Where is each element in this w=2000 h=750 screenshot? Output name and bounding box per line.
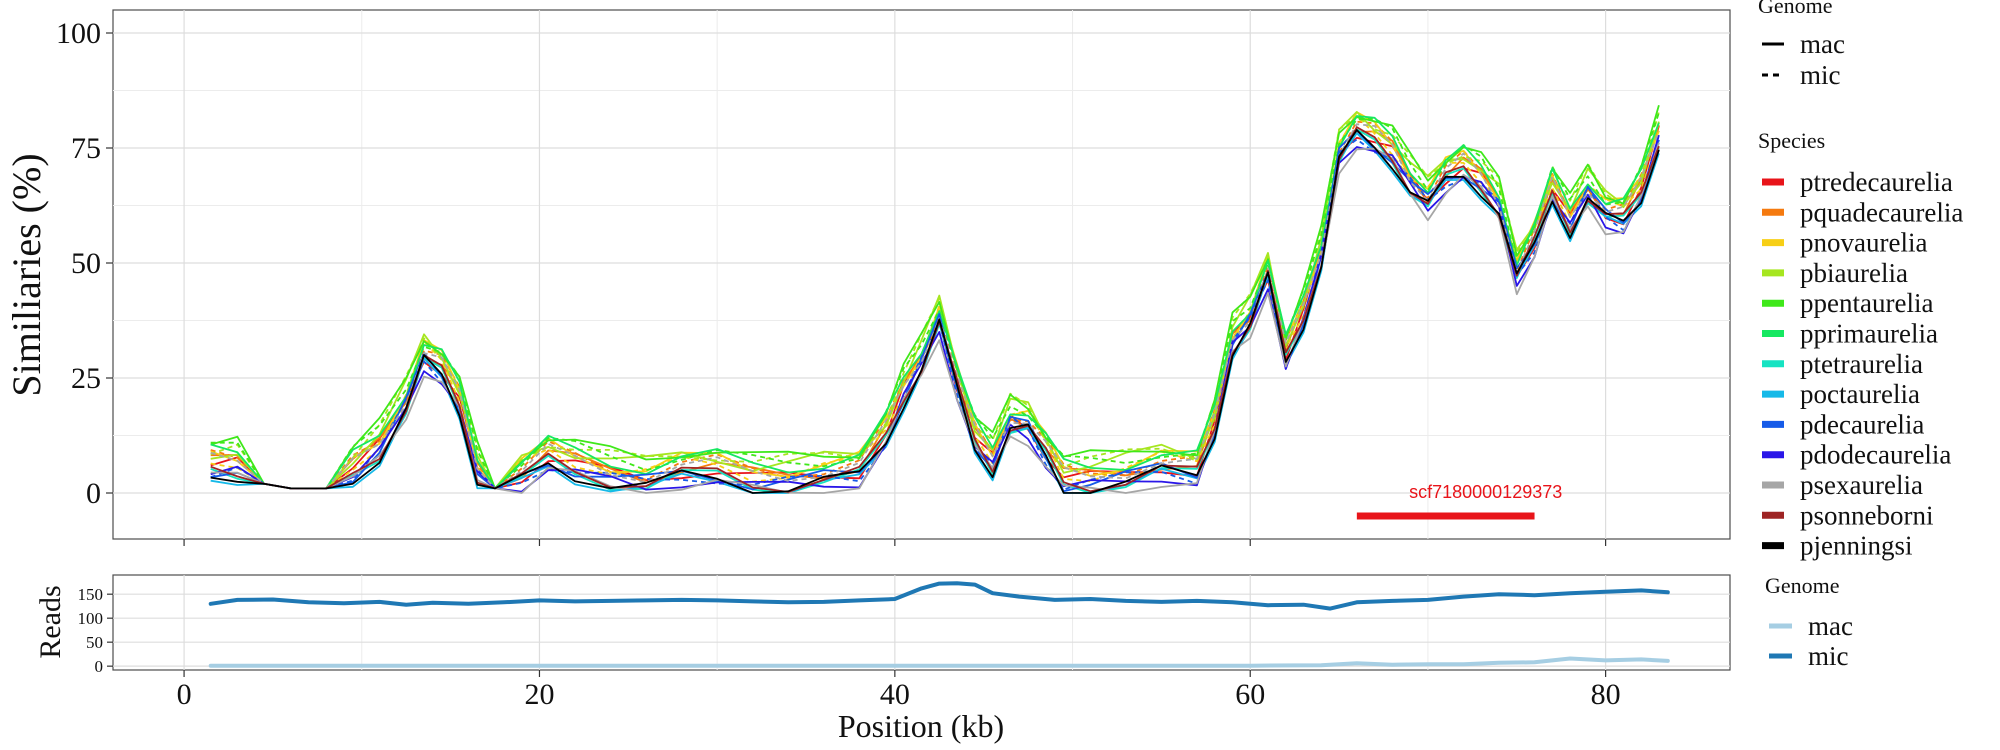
similarity-y-tick-label: 25	[71, 362, 101, 395]
species-legend-label-psexaurelia: psexaurelia	[1800, 470, 1923, 500]
x-axis-title: Position (kb)	[838, 708, 1004, 744]
species-legend-title: Species	[1758, 128, 1825, 153]
series-ppentaurelia-mic	[210, 112, 1660, 490]
reads-panel: 0 20 40 60 80 0 50 100 150 Reads Position (kb)	[34, 574, 1731, 744]
similarity-y-tick-label: 50	[71, 247, 101, 280]
genome-legend-title: Genome	[1758, 0, 1833, 18]
scaffold-label: scf7180000129373	[1409, 482, 1562, 502]
series-psexaurelia-mic	[210, 123, 1660, 490]
x-tick-label: 80	[1591, 678, 1621, 711]
species-legend: Species ptredecaureliapquadecaureliapnov…	[1758, 128, 1963, 561]
series-pbiaurelia-mic	[210, 111, 1660, 490]
species-legend-label-pdodecaurelia: pdodecaurelia	[1800, 440, 1951, 470]
reads-series-mic	[208, 581, 1670, 611]
x-tick-label: 0	[177, 678, 192, 711]
species-legend-label-ptetraurelia: ptetraurelia	[1800, 349, 1923, 379]
reads-y-tick-label: 50	[86, 633, 103, 652]
series-pprimaurelia-mac	[210, 115, 1660, 490]
series-pjenningsi-mac	[210, 129, 1660, 494]
species-legend-label-poctaurelia: poctaurelia	[1800, 379, 1920, 409]
x-tick-label: 40	[880, 678, 910, 711]
x-tick-label: 60	[1235, 678, 1265, 711]
similarity-y-tick-label: 0	[86, 477, 101, 510]
scaffold-annotation: scf7180000129373	[1356, 482, 1562, 520]
species-legend-label-psonneborni: psonneborni	[1800, 500, 1933, 530]
reads-legend-label-mic: mic	[1808, 641, 1849, 671]
species-legend-label-pprimaurelia: pprimaurelia	[1800, 319, 1938, 349]
species-legend-label-pdecaurelia: pdecaurelia	[1800, 409, 1924, 439]
reads-series-group	[208, 581, 1670, 668]
species-legend-label-ppentaurelia: ppentaurelia	[1800, 288, 1933, 318]
reads-y-tick-label: 100	[78, 609, 104, 628]
reads-legend-label-mac: mac	[1808, 611, 1853, 641]
species-legend-label-pbiaurelia: pbiaurelia	[1800, 258, 1908, 288]
reads-legend-title: Genome	[1765, 573, 1840, 598]
similarity-axis-ticks: 0 25 50 75 100	[56, 17, 1607, 546]
species-legend-label-pquadecaurelia: pquadecaurelia	[1800, 197, 1963, 227]
similarity-y-tick-label: 100	[56, 17, 101, 50]
reads-y-tick-label: 0	[95, 657, 104, 676]
species-legend-label-ptredecaurelia: ptredecaurelia	[1800, 167, 1953, 197]
species-legend-label-pjenningsi: pjenningsi	[1800, 531, 1913, 561]
reads-y-tick-label: 150	[78, 585, 104, 604]
reads-axis-ticks: 0 20 40 60 80 0 50 100 150	[78, 585, 1621, 711]
reads-series-mac	[208, 656, 1670, 668]
similarity-y-tick-label: 75	[71, 132, 101, 165]
species-legend-label-pnovaurelia: pnovaurelia	[1800, 228, 1927, 258]
genome-legend-label-mic: mic	[1800, 60, 1841, 90]
similarity-panel: 0 25 50 75 100 scf7180000129373 Similiaries …	[4, 9, 1731, 546]
genome-legend: Genome mac mic	[1758, 0, 1845, 90]
reads-y-axis-title: Reads	[34, 585, 67, 658]
x-tick-label: 20	[524, 678, 554, 711]
similarity-y-axis-title: Similiaries (%)	[4, 153, 49, 396]
genome-legend-label-mac: mac	[1800, 29, 1845, 59]
similarity-series-group	[210, 104, 1660, 494]
reads-plot-frame	[112, 574, 1731, 671]
